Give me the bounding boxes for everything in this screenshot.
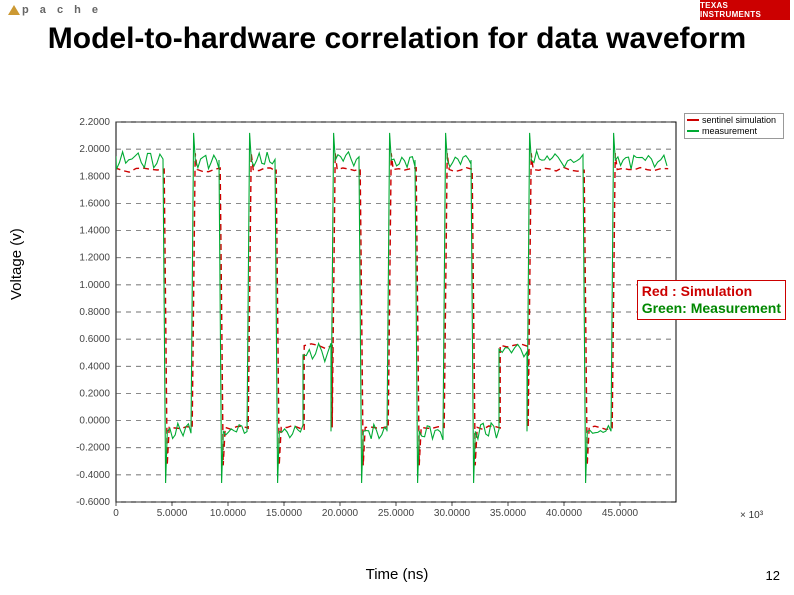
svg-text:-0.2000: -0.2000 xyxy=(76,443,110,454)
svg-text:10.0000: 10.0000 xyxy=(210,508,247,519)
y-axis-label: Voltage (v) xyxy=(8,228,25,300)
legend: sentinel simulationmeasurement xyxy=(684,113,784,139)
svg-text:2.0000: 2.0000 xyxy=(79,144,110,155)
svg-text:35.0000: 35.0000 xyxy=(490,508,527,519)
legend-item: sentinel simulation xyxy=(687,115,781,126)
callout-line2: Green: Measurement xyxy=(642,300,781,317)
svg-text:20.0000: 20.0000 xyxy=(322,508,359,519)
svg-text:45.0000: 45.0000 xyxy=(602,508,639,519)
svg-text:15.0000: 15.0000 xyxy=(266,508,303,519)
ti-logo-text: TEXAS INSTRUMENTS xyxy=(700,1,790,19)
callout-line1: Red : Simulation xyxy=(642,283,781,300)
svg-text:1.2000: 1.2000 xyxy=(79,253,110,264)
svg-text:5.0000: 5.0000 xyxy=(157,508,188,519)
legend-callout: Red : Simulation Green: Measurement xyxy=(637,280,786,320)
triangle-icon xyxy=(8,5,20,15)
svg-text:0.0000: 0.0000 xyxy=(79,416,110,427)
svg-text:0.8000: 0.8000 xyxy=(79,307,110,318)
ti-logo: TEXAS INSTRUMENTS xyxy=(700,0,790,20)
x-axis-exponent: × 10³ xyxy=(740,510,763,521)
svg-text:25.0000: 25.0000 xyxy=(378,508,415,519)
waveform-chart: -0.6000 -0.4000 -0.2000 0.0000 0.2000 0.4000 0… xyxy=(56,112,776,532)
svg-text:1.0000: 1.0000 xyxy=(79,280,110,291)
svg-text:2.2000: 2.2000 xyxy=(79,117,110,128)
svg-text:1.6000: 1.6000 xyxy=(79,198,110,209)
svg-text:-0.6000: -0.6000 xyxy=(76,497,110,508)
legend-item: measurement xyxy=(687,126,781,137)
svg-text:1.8000: 1.8000 xyxy=(79,171,110,182)
chart-container: -0.6000 -0.4000 -0.2000 0.0000 0.2000 0.4000 0… xyxy=(56,112,776,532)
x-axis-label: Time (ns) xyxy=(0,566,794,583)
svg-text:40.0000: 40.0000 xyxy=(546,508,583,519)
apache-logo: p a c h e xyxy=(8,4,102,16)
svg-text:1.4000: 1.4000 xyxy=(79,226,110,237)
svg-text:0.2000: 0.2000 xyxy=(79,388,110,399)
svg-text:30.0000: 30.0000 xyxy=(434,508,471,519)
svg-text:0.6000: 0.6000 xyxy=(79,334,110,345)
apache-logo-text: p a c h e xyxy=(22,4,102,16)
svg-text:-0.4000: -0.4000 xyxy=(76,470,110,481)
page-title: Model-to-hardware correlation for data w… xyxy=(0,22,794,57)
page-number: 12 xyxy=(766,568,780,583)
svg-text:0.4000: 0.4000 xyxy=(79,361,110,372)
svg-text:0: 0 xyxy=(113,508,119,519)
